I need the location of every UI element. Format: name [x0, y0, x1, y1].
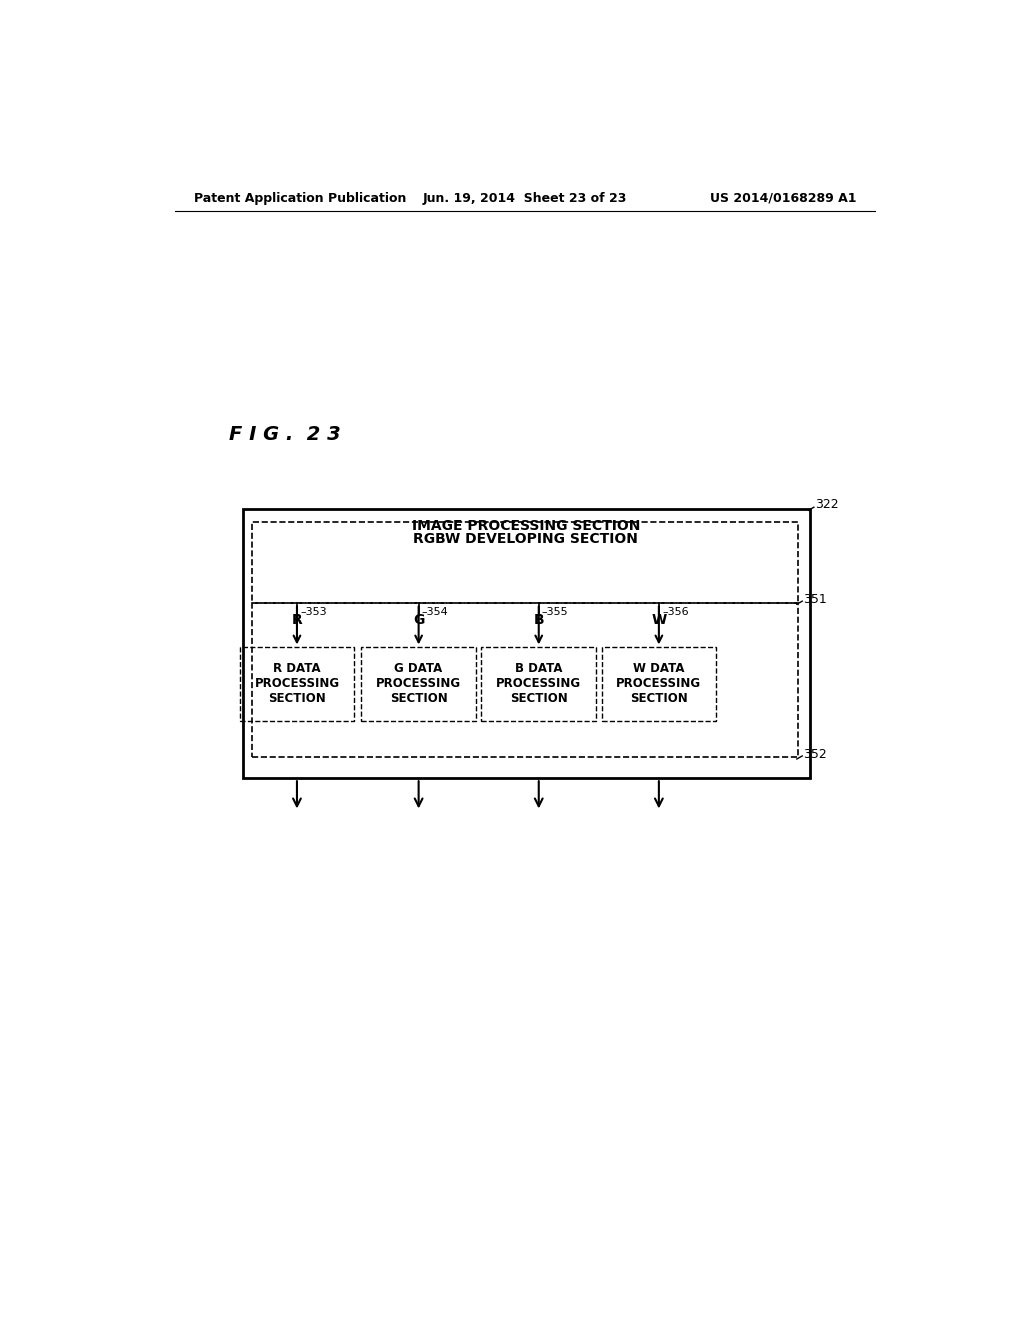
Text: W: W	[651, 614, 667, 627]
Text: F I G .  2 3: F I G . 2 3	[228, 425, 341, 444]
Text: –355: –355	[542, 607, 568, 618]
Bar	[601, 647, 716, 721]
Text: –356: –356	[662, 607, 688, 618]
Text: B DATA
PROCESSING
SECTION: B DATA PROCESSING SECTION	[497, 663, 582, 705]
Text: G: G	[413, 614, 424, 627]
Text: –353: –353	[300, 607, 327, 618]
Bar	[252, 603, 799, 758]
Text: 352: 352	[803, 748, 826, 760]
Text: US 2014/0168289 A1: US 2014/0168289 A1	[710, 191, 856, 205]
Text: W DATA
PROCESSING
SECTION: W DATA PROCESSING SECTION	[616, 663, 701, 705]
Text: Jun. 19, 2014  Sheet 23 of 23: Jun. 19, 2014 Sheet 23 of 23	[423, 191, 627, 205]
Text: RGBW DEVELOPING SECTION: RGBW DEVELOPING SECTION	[413, 532, 638, 545]
Text: IMAGE PROCESSING SECTION: IMAGE PROCESSING SECTION	[413, 519, 641, 533]
Text: R DATA
PROCESSING
SECTION: R DATA PROCESSING SECTION	[254, 663, 340, 705]
Bar	[243, 508, 810, 779]
Text: R: R	[292, 614, 302, 627]
Text: B: B	[534, 614, 544, 627]
Bar	[481, 647, 596, 721]
Text: G DATA
PROCESSING
SECTION: G DATA PROCESSING SECTION	[376, 663, 461, 705]
Text: 351: 351	[803, 593, 826, 606]
Bar	[361, 647, 476, 721]
Text: –354: –354	[422, 607, 449, 618]
Bar	[252, 521, 799, 603]
Text: Patent Application Publication: Patent Application Publication	[194, 191, 407, 205]
Bar	[240, 647, 354, 721]
Text: 322: 322	[815, 498, 839, 511]
